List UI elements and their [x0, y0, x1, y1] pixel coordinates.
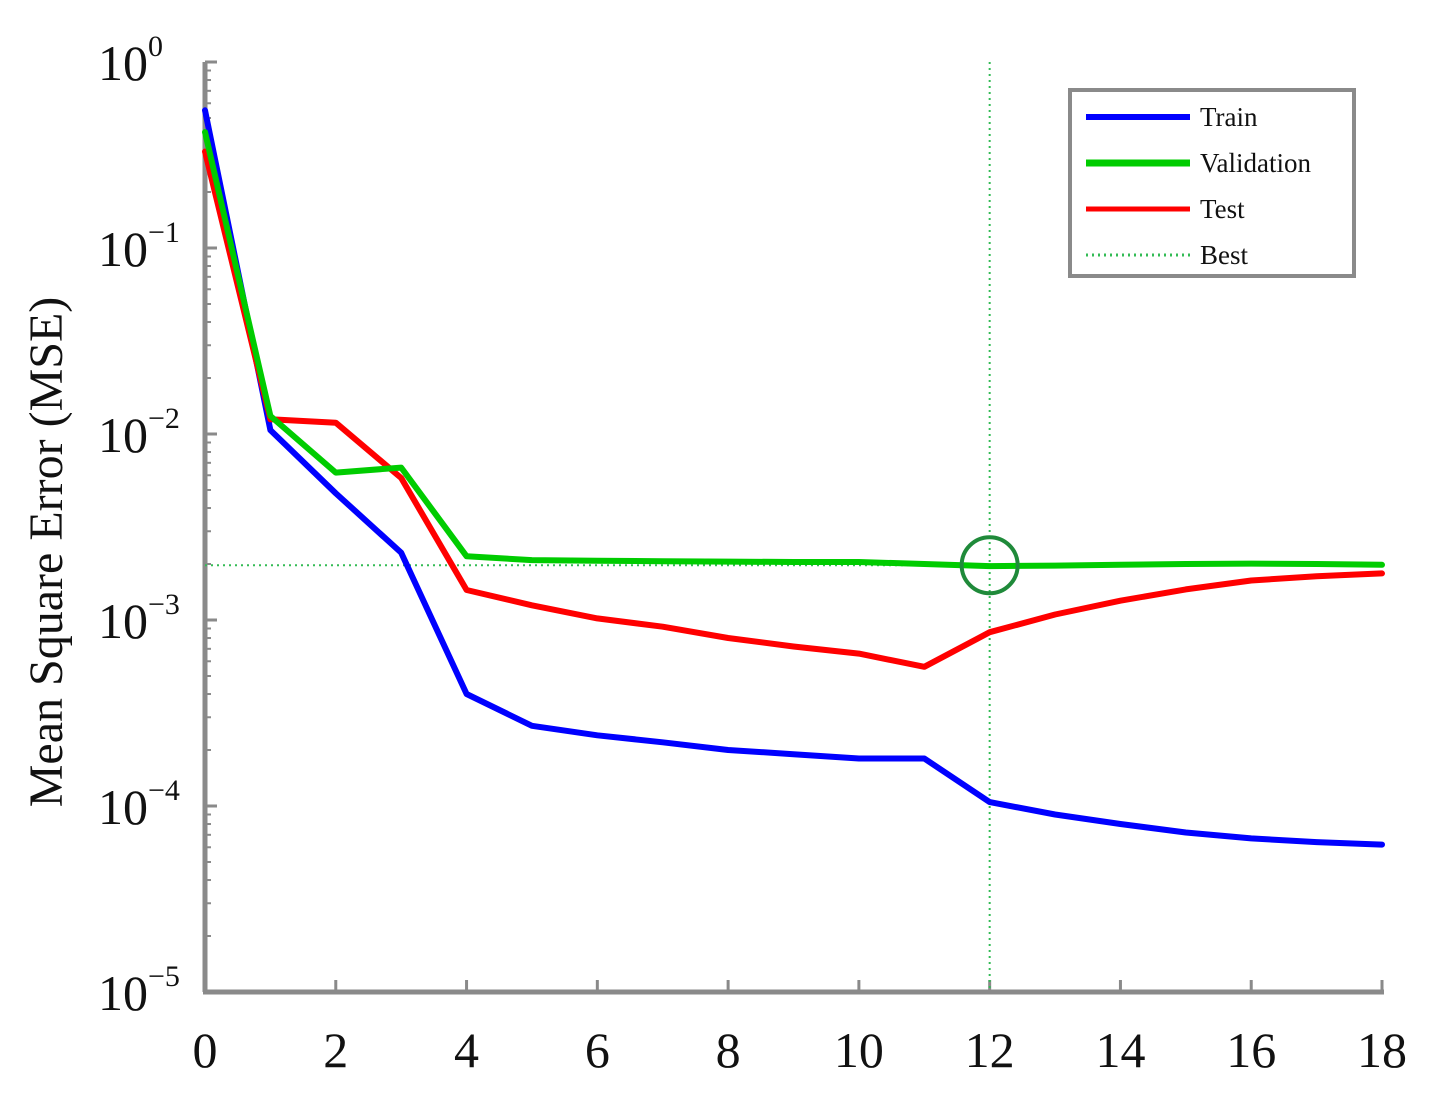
x-tick-label: 10	[834, 1022, 884, 1078]
y-tick-label: 10−5	[98, 960, 180, 1021]
tick-labels: 100 10−1 10−2 10−3 10−4 10−50 2 4 6 8 10 12 14 16 18	[98, 30, 1407, 1078]
x-tick-label: 2	[323, 1022, 348, 1078]
x-tick-label: 18	[1357, 1022, 1407, 1078]
series-line-train	[202, 107, 1385, 848]
series-line-test	[202, 148, 1385, 670]
x-tick-label: 4	[454, 1022, 479, 1078]
axes	[202, 60, 1384, 995]
legend-label-test: Test	[1200, 194, 1245, 224]
y-tick-label: 10−1	[98, 216, 180, 277]
legend: Train Validation Test Best	[1068, 88, 1356, 278]
x-tick-label: 14	[1095, 1022, 1145, 1078]
x-tick-label: 12	[965, 1022, 1015, 1078]
x-tick-label: 16	[1226, 1022, 1276, 1078]
legend-label-best: Best	[1200, 240, 1249, 270]
y-axis-label: Mean Square Error (MSE)	[20, 297, 73, 808]
series-line-validation	[202, 129, 1385, 570]
x-tick-label: 8	[716, 1022, 741, 1078]
best-markers	[205, 62, 1382, 992]
y-tick-label: 10−3	[98, 588, 180, 649]
series-lines	[202, 107, 1385, 848]
legend-label-train: Train	[1200, 102, 1258, 132]
y-tick-label: 10−4	[98, 774, 180, 835]
legend-label-validation: Validation	[1200, 148, 1311, 178]
y-tick-label: 100	[98, 30, 163, 91]
x-tick-label: 6	[585, 1022, 610, 1078]
x-tick-label: 0	[193, 1022, 218, 1078]
best-point-circle	[959, 535, 1020, 596]
legend-box	[1068, 88, 1356, 278]
y-tick-label: 10−2	[98, 402, 180, 463]
